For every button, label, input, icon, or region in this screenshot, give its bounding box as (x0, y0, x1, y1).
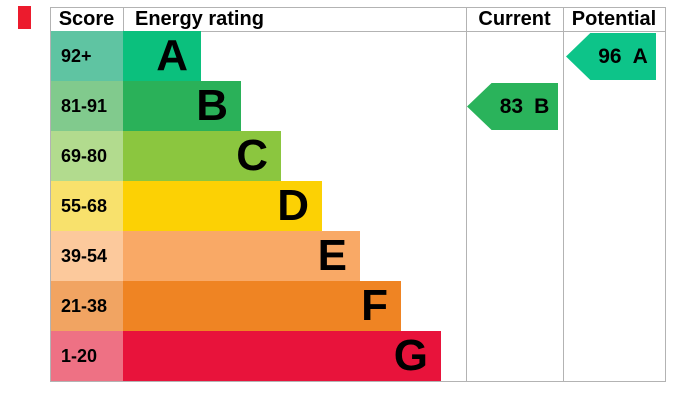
table-bottom-border (50, 381, 666, 382)
current-score-value: 83 (499, 94, 524, 118)
band-bar-B: B (123, 81, 241, 131)
potential-rating-letter: A (632, 44, 648, 68)
table-right-border (665, 7, 666, 382)
band-bar-C: C (123, 131, 281, 181)
score-column-header: Score (58, 7, 115, 30)
score-column-divider (123, 7, 124, 31)
band-bar-D: D (123, 181, 322, 231)
current-column-header: Current (478, 7, 551, 30)
current-rating-letter: B (534, 94, 550, 118)
current-column-divider (466, 7, 467, 382)
potential-column-divider (563, 7, 564, 382)
energy-rating-column-header: Energy rating (135, 7, 264, 30)
potential-score-value: 96 (598, 44, 622, 68)
score-range-C: 69-80 (50, 131, 123, 181)
band-bar-F: F (123, 281, 401, 331)
score-range-E: 39-54 (50, 231, 123, 281)
table-top-border (50, 7, 666, 8)
red-artifact-mark (18, 6, 31, 29)
potential-rating-arrow: 96 A (566, 33, 656, 80)
score-range-F: 21-38 (50, 281, 123, 331)
score-range-B: 81-91 (50, 81, 123, 131)
band-bar-G: G (123, 331, 441, 381)
band-bar-E: E (123, 231, 360, 281)
score-range-D: 55-68 (50, 181, 123, 231)
current-rating-arrow: 83 B (467, 83, 558, 130)
table-left-border (50, 7, 51, 382)
score-range-G: 1-20 (50, 331, 123, 381)
header-bottom-border (50, 31, 666, 32)
score-range-A: 92+ (50, 31, 123, 81)
band-bar-A: A (123, 31, 201, 81)
potential-column-header: Potential (571, 7, 657, 30)
